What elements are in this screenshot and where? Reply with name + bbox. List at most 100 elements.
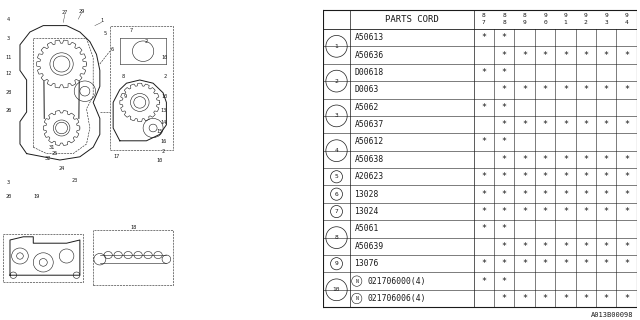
Text: 8: 8 (502, 13, 506, 18)
Text: 13028: 13028 (355, 190, 379, 199)
Text: *: * (543, 259, 548, 268)
Text: 10: 10 (162, 93, 168, 99)
Text: *: * (522, 259, 527, 268)
Text: *: * (624, 190, 629, 199)
Text: N: N (355, 279, 358, 284)
Text: *: * (563, 85, 568, 94)
Text: 8: 8 (482, 13, 486, 18)
Text: D00618: D00618 (355, 68, 384, 77)
Text: *: * (543, 207, 548, 216)
Text: 11: 11 (5, 55, 12, 60)
Text: *: * (522, 51, 527, 60)
Text: *: * (502, 51, 507, 60)
Text: 1: 1 (335, 44, 339, 49)
Text: *: * (563, 207, 568, 216)
Text: 2: 2 (161, 148, 164, 154)
Text: *: * (583, 120, 588, 129)
Text: *: * (624, 51, 629, 60)
Text: 3: 3 (7, 36, 10, 41)
Text: *: * (481, 259, 486, 268)
Text: 18: 18 (130, 225, 136, 230)
Text: *: * (563, 172, 568, 181)
Text: *: * (522, 85, 527, 94)
Text: A50637: A50637 (355, 120, 384, 129)
Text: *: * (481, 172, 486, 181)
Text: *: * (502, 242, 507, 251)
Text: 3: 3 (604, 20, 608, 26)
Text: A50638: A50638 (355, 155, 384, 164)
Text: *: * (604, 259, 609, 268)
Text: *: * (563, 259, 568, 268)
Text: A013B00098: A013B00098 (591, 312, 634, 318)
Text: 9: 9 (584, 13, 588, 18)
Text: *: * (563, 294, 568, 303)
Text: *: * (502, 103, 507, 112)
Text: 4: 4 (335, 148, 339, 153)
Text: 2: 2 (163, 74, 166, 79)
Text: *: * (563, 120, 568, 129)
Text: A5062: A5062 (355, 103, 379, 112)
Text: 17: 17 (113, 154, 120, 159)
Text: *: * (502, 120, 507, 129)
Text: *: * (624, 259, 629, 268)
Text: D0063: D0063 (355, 85, 379, 94)
Text: *: * (502, 276, 507, 286)
Text: *: * (543, 155, 548, 164)
Text: *: * (502, 172, 507, 181)
Text: 7: 7 (482, 20, 486, 26)
Text: 26: 26 (5, 108, 12, 113)
Text: *: * (481, 276, 486, 286)
Text: 10: 10 (162, 55, 168, 60)
Text: 4: 4 (7, 17, 10, 22)
Text: 13024: 13024 (355, 207, 379, 216)
Text: *: * (604, 120, 609, 129)
Text: 8: 8 (122, 74, 125, 79)
Text: 021706000(4): 021706000(4) (367, 276, 426, 286)
Text: 9: 9 (625, 13, 628, 18)
Text: *: * (604, 294, 609, 303)
Text: *: * (502, 190, 507, 199)
Text: *: * (502, 207, 507, 216)
Text: *: * (563, 155, 568, 164)
Text: *: * (543, 242, 548, 251)
Text: *: * (604, 155, 609, 164)
Text: A50639: A50639 (355, 242, 384, 251)
Text: A50636: A50636 (355, 51, 384, 60)
Text: 9: 9 (543, 13, 547, 18)
Text: *: * (583, 172, 588, 181)
Text: *: * (604, 190, 609, 199)
Text: *: * (543, 51, 548, 60)
Text: 20: 20 (5, 194, 12, 199)
Text: *: * (624, 120, 629, 129)
Text: *: * (481, 103, 486, 112)
Text: *: * (563, 190, 568, 199)
Text: N: N (355, 296, 358, 301)
Text: *: * (563, 51, 568, 60)
Text: *: * (543, 120, 548, 129)
Text: *: * (604, 85, 609, 94)
Text: *: * (604, 207, 609, 216)
Text: *: * (502, 85, 507, 94)
Text: 6: 6 (335, 192, 339, 197)
Text: *: * (583, 190, 588, 199)
Text: *: * (604, 242, 609, 251)
Text: 31: 31 (49, 145, 54, 150)
Text: 14: 14 (160, 120, 166, 125)
Text: 27: 27 (62, 10, 68, 15)
Text: A5061: A5061 (355, 224, 379, 234)
Text: 32: 32 (45, 156, 51, 161)
Text: *: * (522, 242, 527, 251)
Text: *: * (543, 190, 548, 199)
Text: 23: 23 (72, 178, 78, 183)
Text: 021706006(4): 021706006(4) (367, 294, 426, 303)
Text: *: * (522, 155, 527, 164)
Text: *: * (502, 224, 507, 234)
Text: 1: 1 (100, 18, 103, 23)
Text: *: * (481, 190, 486, 199)
Text: *: * (604, 172, 609, 181)
Text: *: * (502, 33, 507, 42)
Text: *: * (522, 120, 527, 129)
Text: *: * (522, 172, 527, 181)
Text: 16: 16 (160, 139, 166, 144)
Text: 2: 2 (584, 20, 588, 26)
